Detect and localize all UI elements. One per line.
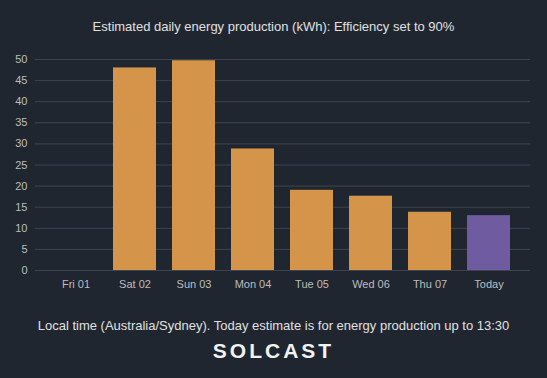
html-text:SOLCAST: SOLCAST	[212, 339, 335, 362]
svg-text:Tue 05: Tue 05	[295, 278, 329, 290]
svg-text:20: 20	[15, 180, 27, 192]
svg-text:Wed 06: Wed 06	[352, 278, 390, 290]
svg-text:35: 35	[15, 116, 27, 128]
html-text:Estimated daily energy product: Estimated daily energy production (kWh):…	[92, 19, 455, 34]
svg-text:45: 45	[15, 74, 27, 86]
svg-text:Fri 01: Fri 01	[62, 278, 90, 290]
svg-text:10: 10	[15, 222, 27, 234]
svg-text:Sun 03: Sun 03	[177, 278, 212, 290]
svg-text:Thu 07: Thu 07	[413, 278, 447, 290]
svg-text:15: 15	[15, 201, 27, 213]
svg-text:0: 0	[21, 264, 27, 276]
svg-text:50: 50	[15, 53, 27, 65]
svg-text:5: 5	[21, 243, 27, 255]
svg-text:30: 30	[15, 137, 27, 149]
svg-text:Sat 02: Sat 02	[119, 278, 151, 290]
svg-text:Mon 04: Mon 04	[235, 278, 272, 290]
html-text:Local time (Australia/Sydney).: Local time (Australia/Sydney). Today est…	[37, 318, 510, 333]
svg-text:Today: Today	[474, 278, 504, 290]
svg-text:25: 25	[15, 159, 27, 171]
svg-text:40: 40	[15, 95, 27, 107]
